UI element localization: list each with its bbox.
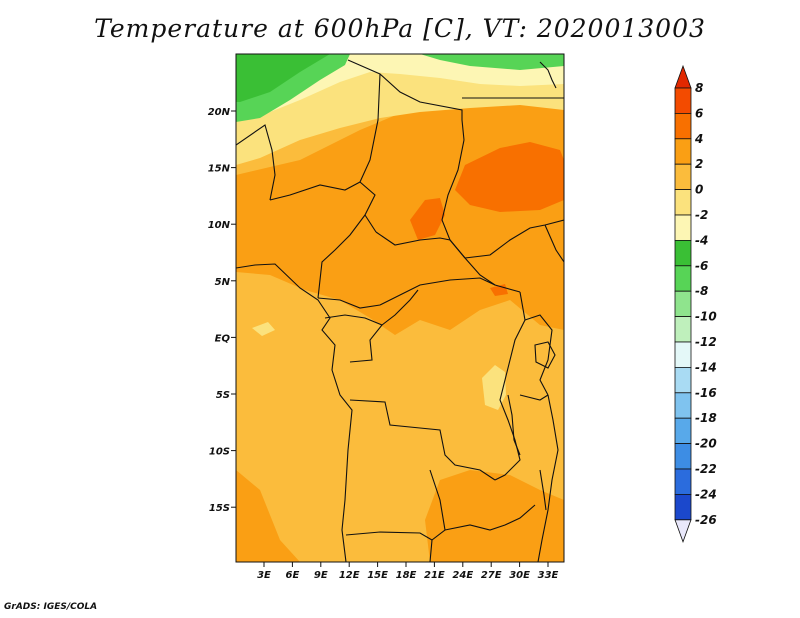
colorbar-label: -26 <box>695 513 717 527</box>
border-mali-niger <box>236 124 276 201</box>
colorbar-label: -20 <box>695 437 717 451</box>
colorbar-box <box>674 239 692 267</box>
colorbar-box <box>674 417 692 445</box>
longitude-axis: 3E 6E 9E 12E 15E 18E 21E 24E 27E 30E 33E <box>257 562 559 581</box>
border-south-sudan <box>464 219 564 259</box>
colorbar-label: -2 <box>695 208 708 222</box>
colorbar-label: -12 <box>695 335 717 349</box>
lon-label: 24E <box>452 570 473 581</box>
colorbar-label: -22 <box>695 462 717 476</box>
colorbar-label: 4 <box>694 132 703 146</box>
colorbar-box <box>674 316 692 343</box>
latitude-axis: 20N 15N 10N 5N EQ 5S 10S 15S <box>208 107 236 514</box>
colorbar-bottom-triangle <box>674 519 692 543</box>
colorbar-box <box>674 87 692 114</box>
colorbar-box <box>674 290 692 318</box>
lon-label: 27E <box>481 570 502 581</box>
lat-label: 10S <box>209 447 230 458</box>
field-band-2to4-east <box>236 95 564 335</box>
border-niger-chad <box>347 59 381 233</box>
lon-label: 30E <box>509 570 530 581</box>
colorbar-label: -24 <box>695 487 717 501</box>
field-hot-sudan <box>455 142 564 212</box>
colorbar-label: -18 <box>695 411 717 425</box>
colorbar-top-triangle <box>674 64 692 89</box>
colorbar-label: 0 <box>695 183 703 197</box>
field-band-0to-2 <box>236 70 564 165</box>
west-coast <box>236 263 353 562</box>
colorbar-label: -10 <box>695 310 717 324</box>
border-car-south <box>317 277 496 309</box>
border-nigeria-north <box>269 181 361 201</box>
lat-label: 15N <box>208 164 231 175</box>
red-sea-coast <box>539 61 557 89</box>
colorbar-box <box>674 392 692 419</box>
lake-tanganyika <box>507 394 521 456</box>
colorbar-box <box>674 443 692 470</box>
field-band-2to4-south <box>425 470 564 562</box>
colorbar-box <box>674 189 692 216</box>
colorbar-label: -14 <box>695 360 717 374</box>
lon-label: 3E <box>257 570 271 581</box>
colorbar-label: 2 <box>695 157 703 171</box>
border-libya-sudan <box>379 73 465 141</box>
footer-credit: GrADS: IGES/COLA <box>4 602 98 612</box>
lat-label: EQ <box>215 333 231 344</box>
chart-title: Temperature at 600hPa [C], VT: 202001300… <box>94 14 706 43</box>
border-tanzania <box>519 394 549 401</box>
colorbar-label: 6 <box>695 106 703 120</box>
field-cool-patch-west <box>252 322 275 336</box>
border-zambia-south <box>444 504 536 531</box>
lake-victoria <box>534 341 556 369</box>
coastlines-borders <box>236 59 564 562</box>
border-car <box>375 231 521 293</box>
colorbar-box <box>674 138 692 165</box>
lon-label: 18E <box>396 570 417 581</box>
lat-label: 10N <box>208 220 231 231</box>
lat-label: 20N <box>208 107 231 118</box>
lon-label: 9E <box>314 570 328 581</box>
border-drc-east <box>494 291 526 481</box>
border-namibia <box>345 531 433 541</box>
east-coast <box>537 394 559 562</box>
colorbar-box <box>674 163 692 190</box>
colorbar-box <box>674 214 692 241</box>
border-ethiopia <box>544 224 564 263</box>
colorbar-box <box>674 341 692 368</box>
border-nigeria-cameroon <box>317 214 366 299</box>
colorbar-box <box>674 493 692 521</box>
colorbar-label: -8 <box>695 284 708 298</box>
colorbar-label: -6 <box>695 259 708 273</box>
colorbar-box <box>674 265 692 292</box>
colorbar-box <box>674 468 692 495</box>
border-angola-drc <box>349 399 496 481</box>
colorbar-box <box>674 113 692 140</box>
field-band-green-dark <box>236 54 330 102</box>
lat-label: 5N <box>215 277 231 288</box>
colorbar-box <box>674 366 692 394</box>
border-drc-west <box>381 289 419 326</box>
lake-malawi <box>539 469 547 511</box>
lon-label: 12E <box>339 570 360 581</box>
map-frame <box>235 53 565 563</box>
temperature-field <box>236 54 564 562</box>
field-band-green-east <box>420 54 564 70</box>
colorbar-label: -16 <box>695 386 717 400</box>
field-hot-chad <box>410 198 445 240</box>
lat-label: 15S <box>209 503 230 514</box>
lon-label: 6E <box>286 570 300 581</box>
colorbar-label: -4 <box>695 233 708 247</box>
field-band-2to4-southwest <box>236 470 300 562</box>
lat-label: 5S <box>216 390 230 401</box>
lon-label: 33E <box>538 570 559 581</box>
lon-label: 15E <box>367 570 388 581</box>
lon-label: 21E <box>424 570 445 581</box>
colorbar-label: 8 <box>695 81 703 95</box>
colorbar: 8 6 4 2 0 -2 -4 -6 -8 -10 -12 -14 -16 -18 -20 -22 -24 -26 <box>674 64 717 543</box>
